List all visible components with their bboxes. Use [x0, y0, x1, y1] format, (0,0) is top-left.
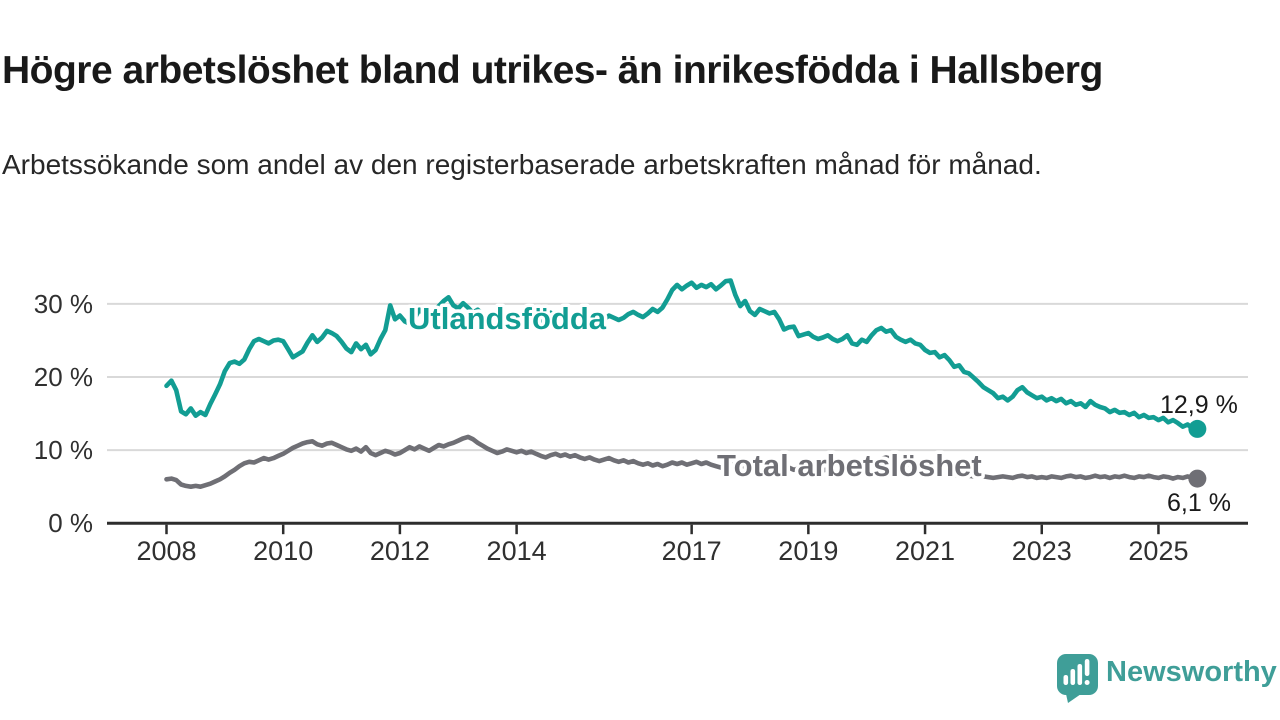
series-end-value-label-0: 12,9 %: [1160, 391, 1238, 419]
series-label-0: Utlandsfödda: [408, 301, 607, 336]
x-tick-label-2014: 2014: [487, 536, 547, 566]
chart-subtitle: Arbetssökande som andel av den registerb…: [2, 149, 1042, 180]
x-tick-label-2008: 2008: [136, 536, 196, 566]
brand-name: Newsworthy: [1106, 656, 1277, 688]
series-label-1: Total arbetslöshet: [717, 448, 982, 483]
x-tick-label-2025: 2025: [1128, 536, 1188, 566]
series-end-dot-0: [1188, 419, 1207, 438]
x-tick-label-2019: 2019: [778, 536, 838, 566]
brand-footer: Newsworthy: [1056, 650, 1277, 706]
x-tick-label-2021: 2021: [895, 536, 955, 566]
x-tick-label-2010: 2010: [253, 536, 313, 566]
x-tick-label-2012: 2012: [370, 536, 430, 566]
series-line-0: [164, 278, 1200, 432]
y-tick-label-20: 20 %: [34, 362, 93, 392]
y-tick-label-10: 10 %: [34, 435, 93, 465]
x-tick-label-2023: 2023: [1012, 536, 1072, 566]
chart-title: Högre arbetslöshet bland utrikes- än inr…: [2, 49, 1103, 93]
series-line-1: [164, 434, 1200, 490]
y-tick-label-0: 0 %: [48, 508, 93, 538]
x-tick-label-2017: 2017: [662, 536, 722, 566]
y-tick-label-30: 30 %: [34, 289, 93, 319]
series-end-value-label-1: 6,1 %: [1167, 489, 1231, 517]
series-end-dot-1: [1188, 469, 1207, 488]
newsworthy-logo-icon: [1057, 654, 1098, 703]
